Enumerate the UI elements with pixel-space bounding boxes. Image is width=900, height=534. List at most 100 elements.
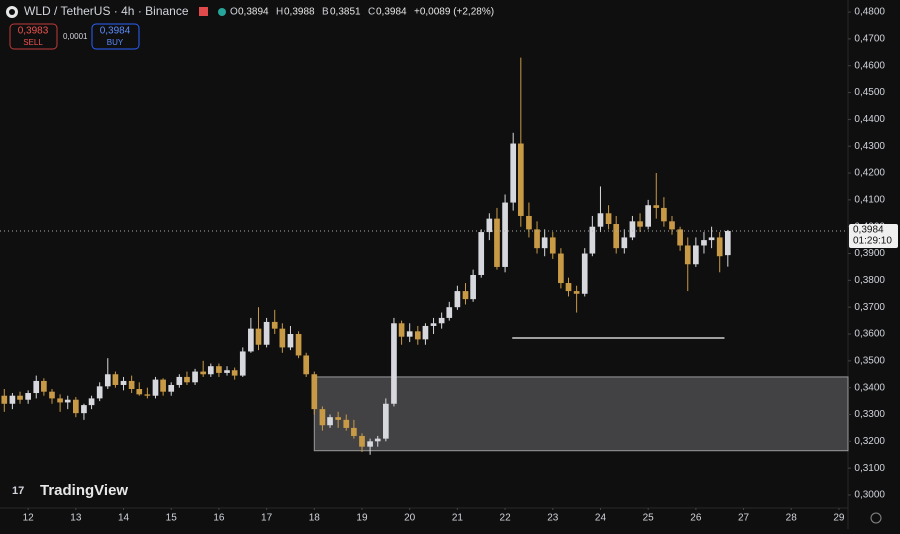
candle-body <box>239 351 246 376</box>
candle-body <box>581 253 588 294</box>
flag-icon <box>199 7 208 16</box>
candle-body <box>589 226 596 254</box>
x-tick-label: 27 <box>738 513 750 524</box>
candle-body <box>367 441 373 447</box>
candle-body <box>104 374 111 387</box>
candle-body <box>470 274 476 300</box>
candle-body <box>136 389 143 395</box>
sell-label[interactable]: SELL <box>23 38 43 47</box>
y-tick-label: 0,3600 <box>854 329 885 340</box>
candle-body <box>287 334 294 348</box>
buy-button[interactable] <box>91 23 140 50</box>
watermark: 17 TradingView <box>12 482 128 499</box>
candle-body <box>311 374 318 410</box>
candle-body <box>319 409 326 426</box>
candle-body <box>549 237 556 254</box>
x-tick-label: 21 <box>452 513 464 524</box>
y-tick-label: 0,3900 <box>854 248 885 259</box>
candle-body <box>478 232 485 275</box>
ohlc-value: 0,3851 <box>330 7 361 18</box>
x-tick-label: 20 <box>404 513 416 524</box>
candle-body <box>517 143 524 216</box>
candle-body <box>112 374 119 385</box>
candle-body <box>41 380 47 392</box>
x-tick-label: 16 <box>213 513 225 524</box>
header: WLD / TetherUS · 4h · Binance O 0,3894 H 0,… <box>6 4 494 50</box>
candle-body <box>248 328 254 352</box>
candle-body <box>541 237 548 249</box>
watermark-text: TradingView <box>40 482 128 499</box>
x-tick-label: 22 <box>500 513 512 524</box>
candle-body <box>303 355 310 375</box>
x-tick-label: 23 <box>547 513 559 524</box>
y-tick-label: 0,3000 <box>854 490 885 501</box>
candle-body <box>279 328 286 348</box>
status-dot <box>218 8 226 16</box>
ohlc-legend: O 0,3894 H 0,3988 B 0,3851 C 0,3984 +0,0089 (+2,… <box>230 7 494 18</box>
y-tick-label: 0,4600 <box>854 60 885 71</box>
zone <box>313 376 849 452</box>
last-price-label: 0,3984 <box>853 225 884 236</box>
candle-body <box>558 253 564 284</box>
candle-body <box>653 205 660 208</box>
candle-body <box>693 245 699 265</box>
ohlc-value: 0,3984 <box>376 7 407 18</box>
candle-body <box>454 291 461 308</box>
candle-body <box>684 245 691 265</box>
candle-body <box>438 317 445 324</box>
y-tick-label: 0,3300 <box>854 409 885 420</box>
candle-body <box>374 438 381 442</box>
candle-body <box>510 143 517 203</box>
candle-body <box>271 321 278 329</box>
x-tick-label: 15 <box>166 513 178 524</box>
sell-price[interactable]: 0,3983 <box>18 26 49 37</box>
candle-body <box>613 224 620 249</box>
settings-icon[interactable] <box>870 512 882 524</box>
candle-body <box>263 321 270 345</box>
y-tick-label: 0,4400 <box>854 114 885 125</box>
candle-body <box>144 394 151 396</box>
candle-body <box>494 218 500 267</box>
last-price-tag <box>849 223 898 248</box>
y-tick-label: 0,4500 <box>854 87 885 98</box>
candle-body <box>605 213 612 225</box>
x-tick-label: 29 <box>833 513 845 524</box>
candle-body <box>81 405 87 414</box>
candle-body <box>1 395 8 404</box>
ohlc-value: 0,3894 <box>238 7 269 18</box>
x-tick-label: 19 <box>356 513 368 524</box>
ohlc-key: H <box>276 7 283 18</box>
candle-body <box>64 399 71 403</box>
candle-body <box>216 366 222 373</box>
candle-body <box>724 230 731 256</box>
y-tick-label: 0,3200 <box>854 436 885 447</box>
candle-body <box>502 202 508 267</box>
candle-body <box>33 380 40 394</box>
sell-button[interactable] <box>9 23 58 50</box>
candle-body <box>57 398 63 403</box>
buy-price[interactable]: 0,3984 <box>100 26 131 37</box>
candle-body <box>486 218 493 233</box>
y-tick-label: 0,4300 <box>854 141 885 152</box>
candle-body <box>128 380 135 390</box>
candle-body <box>565 283 572 292</box>
candle-body <box>176 376 183 385</box>
x-tick-label: 17 <box>261 513 273 524</box>
candle-body <box>200 371 207 375</box>
candle-body <box>192 371 198 383</box>
x-tick-label: 24 <box>595 513 607 524</box>
candle-body <box>88 398 95 406</box>
candle-body <box>669 221 675 230</box>
candle-body <box>534 229 540 249</box>
candle-body <box>327 417 333 426</box>
candle-body <box>96 386 103 399</box>
buy-label[interactable]: BUY <box>107 38 124 47</box>
y-tick-label: 0,4800 <box>854 7 885 18</box>
x-tick-label: 18 <box>309 513 321 524</box>
candle-body <box>391 323 397 404</box>
candle-body <box>597 213 604 227</box>
candle-body <box>25 393 31 400</box>
candle-body <box>72 399 79 414</box>
candle-body <box>184 376 190 383</box>
candle-body <box>383 403 389 439</box>
